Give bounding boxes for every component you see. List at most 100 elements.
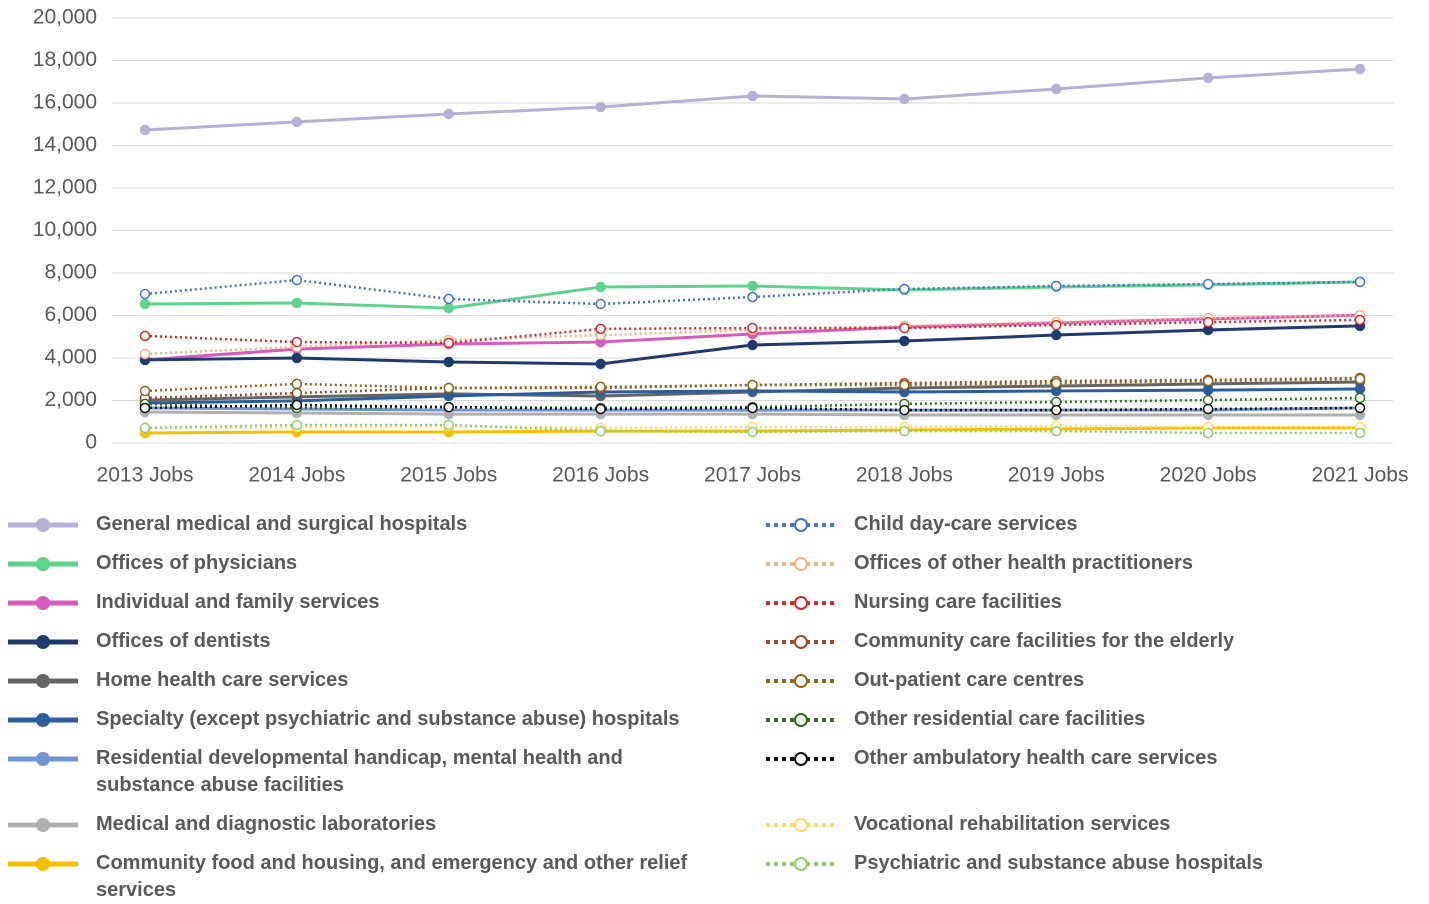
legend-dot — [36, 596, 50, 610]
legend-label: Residential developmental handicap, ment… — [96, 747, 623, 796]
legend-item: Vocational rehabilitation services — [766, 811, 1423, 838]
y-tick-label: 14,000 — [33, 133, 97, 156]
y-tick-label: 4,000 — [44, 346, 97, 369]
point — [443, 356, 454, 368]
point — [1354, 276, 1366, 288]
point — [139, 385, 151, 397]
legend-item: Offices of physicians — [8, 550, 766, 577]
legend-label: Individual and family services — [96, 591, 380, 613]
point — [139, 402, 151, 414]
legend-marker — [766, 635, 836, 649]
legend-item: Child day-care services — [766, 511, 1423, 538]
point — [139, 124, 151, 136]
legend-marker — [766, 674, 836, 688]
point — [1202, 427, 1214, 439]
legend-dot — [794, 557, 808, 571]
x-tick-label: 2014 Jobs — [248, 464, 345, 487]
point — [747, 339, 758, 351]
legend-marker — [766, 752, 836, 766]
point — [443, 302, 454, 314]
legend-dot — [36, 713, 50, 727]
legend-dot — [794, 818, 808, 832]
point — [899, 283, 910, 295]
y-tick-label: 10,000 — [33, 218, 97, 241]
legend-label: Other ambulatory health care services — [854, 747, 1218, 769]
legend-label: Child day-care services — [854, 513, 1078, 535]
point — [1354, 314, 1366, 326]
point — [291, 419, 303, 431]
point — [443, 382, 454, 394]
point — [291, 116, 303, 128]
y-tick-label: 18,000 — [33, 48, 97, 71]
legend-marker — [766, 518, 836, 532]
point — [1202, 403, 1214, 415]
legend-dot — [794, 713, 808, 727]
point — [899, 404, 910, 416]
legend-marker — [8, 818, 78, 832]
y-tick-label: 16,000 — [33, 91, 97, 114]
legend-label: Offices of dentists — [96, 630, 271, 652]
legend-item: Community food and housing, and emergenc… — [8, 850, 766, 904]
point — [443, 108, 454, 120]
legend-dot — [794, 518, 808, 532]
y-tick-label: 6,000 — [44, 303, 97, 326]
legend-label: Out-patient care centres — [854, 669, 1085, 691]
legend-label: Nursing care facilities — [854, 591, 1062, 613]
point — [747, 379, 758, 391]
point — [1051, 404, 1062, 416]
x-tick-label: 2018 Jobs — [856, 464, 953, 487]
point — [747, 280, 758, 292]
x-tick-label: 2020 Jobs — [1160, 464, 1257, 487]
legend-dot — [36, 857, 50, 871]
point — [139, 330, 151, 342]
legend-dot — [36, 674, 50, 688]
x-tick-label: 2013 Jobs — [97, 464, 194, 487]
legend-dot — [794, 857, 808, 871]
x-tick-label: 2017 Jobs — [704, 464, 801, 487]
y-tick-label: 2,000 — [44, 388, 97, 411]
point — [595, 403, 606, 415]
point — [139, 288, 151, 300]
legend-label: Offices of other health practitioners — [854, 552, 1193, 574]
point — [291, 387, 303, 399]
point — [1202, 394, 1214, 406]
point — [1051, 425, 1062, 437]
legend-item: Other residential care facilities — [766, 706, 1423, 733]
point — [1202, 278, 1214, 290]
x-tick-label: 2021 Jobs — [1312, 464, 1409, 487]
y-tick-label: 0 — [85, 431, 97, 454]
point — [291, 336, 303, 348]
legend-item: Other ambulatory health care services — [766, 745, 1423, 799]
legend-label: Psychiatric and substance abuse hospital… — [854, 852, 1264, 874]
point — [1051, 280, 1062, 292]
legend-label: Other residential care facilities — [854, 708, 1146, 730]
point — [1354, 402, 1366, 414]
y-tick-label: 12,000 — [33, 176, 97, 199]
point — [291, 297, 303, 309]
point — [1051, 377, 1062, 389]
y-tick-label: 20,000 — [33, 6, 97, 29]
legend-item: Community care facilities for the elderl… — [766, 628, 1423, 655]
point — [443, 293, 454, 305]
point — [1354, 373, 1366, 385]
point — [747, 291, 758, 303]
legend-marker — [8, 635, 78, 649]
legend-label: Medical and diagnostic laboratories — [96, 813, 437, 835]
point — [291, 352, 303, 364]
legend-marker — [766, 857, 836, 871]
legend-item: Individual and family services — [8, 589, 766, 616]
point — [899, 322, 910, 334]
legend-marker — [766, 557, 836, 571]
point — [1051, 83, 1062, 95]
point — [291, 378, 303, 390]
x-tick-label: 2019 Jobs — [1008, 464, 1105, 487]
legend-item: Psychiatric and substance abuse hospital… — [766, 850, 1423, 904]
point — [595, 381, 606, 393]
legend-label: Specialty (except psychiatric and substa… — [96, 708, 680, 730]
legend-dot — [36, 752, 50, 766]
point — [1051, 329, 1062, 341]
legend-marker — [8, 674, 78, 688]
point — [1354, 427, 1366, 439]
point — [595, 298, 606, 310]
